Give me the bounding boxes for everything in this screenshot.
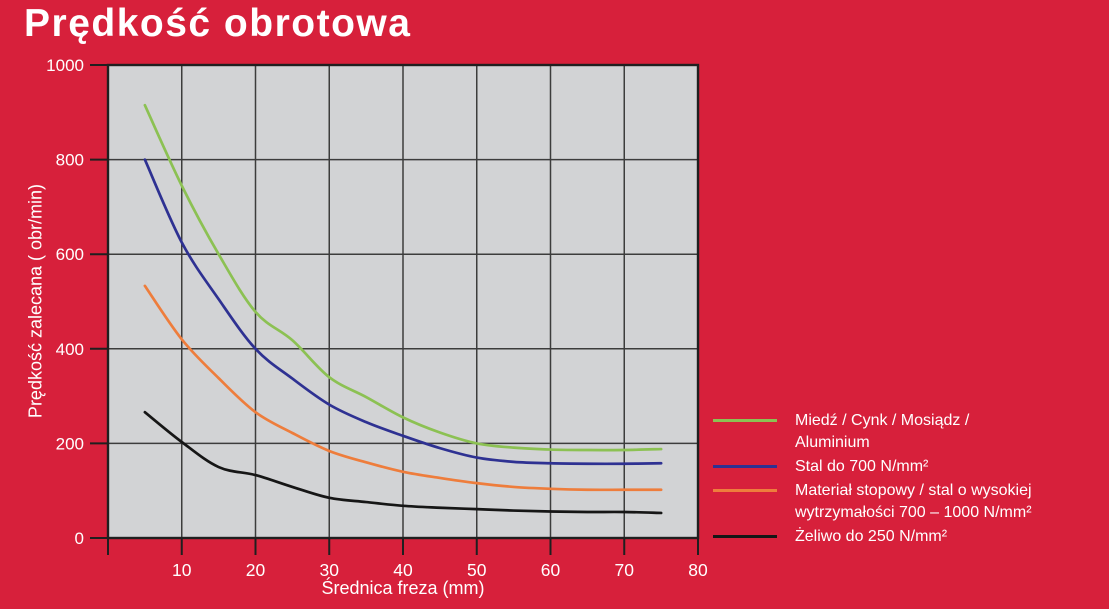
x-tick-label: 20 — [246, 560, 266, 580]
y-tick-label: 400 — [56, 340, 84, 359]
legend-item: Stal do 700 N/mm² — [713, 456, 1093, 478]
legend-label-line: Materiał stopowy / stal o wysokiej — [795, 482, 1032, 499]
y-tick-label: 200 — [56, 434, 84, 453]
y-tick-label: 1000 — [46, 56, 84, 75]
legend-swatch-line — [713, 464, 777, 468]
legend-label: Żeliwo do 250 N/mm² — [795, 526, 947, 548]
x-tick-label: 60 — [541, 560, 561, 580]
legend-label: Stal do 700 N/mm² — [795, 456, 928, 478]
y-tick-label: 0 — [75, 529, 84, 548]
legend-swatch-line — [713, 534, 777, 538]
legend-swatch-line — [713, 418, 777, 422]
x-tick-label: 80 — [688, 560, 708, 580]
chart-legend: Miedź / Cynk / Mosiądz / Aluminium Stal do… — [713, 410, 1093, 550]
legend-swatch-line — [713, 488, 777, 492]
y-tick-label: 800 — [56, 151, 84, 170]
x-tick-label: 30 — [320, 560, 340, 580]
page-title: Prędkość obrotowa — [24, 2, 412, 45]
x-tick-label: 10 — [172, 560, 192, 580]
series-curve — [143, 410, 663, 515]
x-axis-label: Średnica freza (mm) — [321, 578, 485, 598]
y-tick-label: 600 — [56, 245, 84, 264]
legend-item: Żeliwo do 250 N/mm² — [713, 526, 1093, 548]
legend-label: Miedź / Cynk / Mosiądz / Aluminium — [795, 410, 969, 454]
legend-item: Materiał stopowy / stal o wysokiej wytrzy… — [713, 480, 1093, 524]
legend-label-line: Żeliwo do 250 N/mm² — [795, 528, 948, 545]
x-tick-label: 70 — [615, 560, 635, 580]
series-curve — [143, 158, 663, 466]
legend-label-line: Miedź / Cynk / Mosiądz / — [795, 412, 970, 429]
legend-item: Miedź / Cynk / Mosiądz / Aluminium — [713, 410, 1093, 454]
x-tick-label: 40 — [393, 560, 413, 580]
legend-label-line: Aluminium — [795, 434, 870, 451]
x-tick-label: 50 — [467, 560, 487, 580]
legend-label-line: Stal do 700 N/mm² — [795, 458, 929, 475]
y-axis-label: Prędkość zalecana ( obr/min) — [25, 183, 46, 419]
legend-label: Materiał stopowy / stal o wysokiej wytrzy… — [795, 480, 1032, 524]
series-curve — [143, 103, 663, 452]
series-curve — [143, 284, 663, 492]
legend-label-line: wytrzymałości 700 – 1000 N/mm² — [795, 504, 1032, 521]
